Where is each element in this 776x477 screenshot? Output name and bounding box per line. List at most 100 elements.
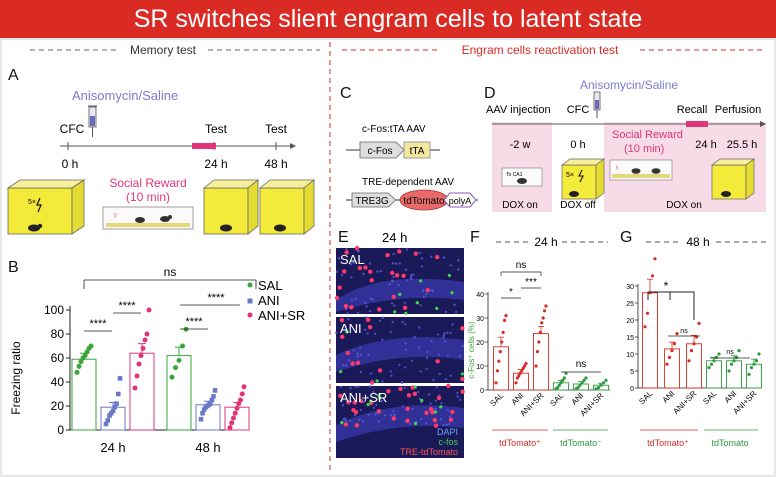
dapi-dot <box>403 386 407 389</box>
chart-g-ytick-label: 15 <box>626 335 634 342</box>
chart-f-point <box>601 381 606 385</box>
panel-d-time-3: 25.5 h <box>727 139 758 151</box>
chart-b-point <box>112 404 118 410</box>
tdtomato-cell <box>339 317 345 323</box>
svg-text:♀: ♀ <box>614 163 620 172</box>
panel-a-time-48: 48 h <box>264 157 287 171</box>
dapi-dot <box>420 265 424 268</box>
chart-f-point <box>500 340 504 344</box>
dapi-dot <box>401 320 404 324</box>
chart-g-point <box>732 359 736 363</box>
chart-b-point <box>136 361 142 367</box>
dapi-dot <box>420 417 423 421</box>
dapi-dot <box>417 346 421 349</box>
chart-g-point <box>645 311 650 315</box>
dapi-dot <box>334 331 338 335</box>
tdtomato-cell <box>338 393 343 398</box>
stain-tdtomato: TRE-tdTomato <box>400 447 458 457</box>
chart-b-bar <box>71 358 97 431</box>
cfc-box-d: 5× <box>560 158 606 200</box>
cfos-cell <box>460 372 465 376</box>
panel-d-step-perfusion: Perfusion <box>715 104 761 116</box>
dapi-dot <box>345 364 348 367</box>
chart-b-bar <box>195 404 221 431</box>
panel-g-group-pos: tdTomato⁺ <box>647 438 689 448</box>
dapi-dot <box>406 278 409 282</box>
chart-f-point <box>540 321 544 325</box>
chart-b-ytick-label: 80 <box>51 327 65 341</box>
mouse-icon <box>274 224 286 232</box>
tre3g-label: TRE3G <box>355 196 389 207</box>
panel-d-step-cfc: CFC <box>567 104 590 116</box>
stain-dapi: DAPI <box>437 427 458 437</box>
dapi-dot <box>411 273 415 276</box>
dapi-dot <box>427 393 431 396</box>
chart-g-point <box>747 372 751 376</box>
dapi-dot <box>354 385 357 389</box>
chart-b-point <box>231 415 236 421</box>
chart-g-point <box>727 369 731 373</box>
chart-b-point <box>238 397 243 403</box>
chart-g-point <box>712 359 716 363</box>
chart-b-point <box>198 416 204 422</box>
chart-f-point <box>576 386 580 390</box>
cfos-cell <box>369 399 373 404</box>
chart-f-point <box>501 330 505 334</box>
cfos-cell <box>393 310 397 314</box>
stat-b-48-1: **** <box>185 316 203 328</box>
dapi-dot <box>437 353 441 356</box>
stat-b-24-1: **** <box>89 318 107 330</box>
cfos-cell <box>415 301 419 305</box>
chart-f-point <box>556 386 560 390</box>
tdtomato-cell <box>334 295 340 301</box>
dapi-dot <box>434 407 437 411</box>
dapi-dot <box>389 414 393 417</box>
chart-g-point <box>665 362 669 366</box>
dapi-dot <box>362 272 365 276</box>
chart-b-ytick-label: 60 <box>51 351 65 365</box>
dapi-dot <box>455 310 458 314</box>
chart-g-point <box>707 366 711 370</box>
panel-a-step-test1: Test <box>205 122 228 136</box>
tdtomato-cell <box>424 410 429 416</box>
mouse-icon <box>721 191 731 197</box>
dapi-dot <box>411 359 414 363</box>
cfos-cell <box>419 279 423 283</box>
dapi-dot <box>404 366 407 369</box>
dapi-dot <box>430 289 433 292</box>
tdtomato-cell <box>346 400 351 405</box>
dapi-dot <box>457 259 460 262</box>
tre3g-promoter <box>351 192 397 208</box>
tdtomato-cell <box>398 386 403 392</box>
dapi-dot <box>391 262 395 265</box>
dox-on-1: DOX on <box>502 200 538 211</box>
dapi-dot <box>404 348 408 352</box>
mouse-icon <box>631 168 641 174</box>
lightning-icon <box>36 197 42 213</box>
dapi-dot <box>436 333 440 336</box>
dapi-dot <box>409 277 413 281</box>
mouse-icon <box>135 217 145 223</box>
chart-f-point <box>604 378 608 382</box>
dapi-dot <box>356 324 359 328</box>
dapi-dot <box>443 332 446 335</box>
chart-g-bar <box>642 292 658 389</box>
dox-off: DOX off <box>560 200 596 211</box>
recall-box-d <box>710 158 756 200</box>
chart-f-xtick-label: ANI <box>570 391 586 407</box>
cfos-cell <box>404 311 408 315</box>
panel-a-sr-label: Social Reward <box>109 176 186 190</box>
chart-b-stats: ns **** **** **** **** <box>83 265 257 332</box>
dapi-dot <box>349 262 352 266</box>
chart-b-point <box>211 394 216 399</box>
dapi-dot <box>345 248 348 251</box>
micrograph-label-ani: ANI <box>340 321 362 336</box>
tdtomato-cell <box>349 305 354 310</box>
chart-b-ytick-label: 40 <box>51 375 65 389</box>
chart-g-xtick-label: ANI+SR <box>671 389 698 416</box>
chart-f-point <box>504 314 508 318</box>
chart-f-point <box>498 350 502 354</box>
dapi-dot <box>341 404 345 407</box>
